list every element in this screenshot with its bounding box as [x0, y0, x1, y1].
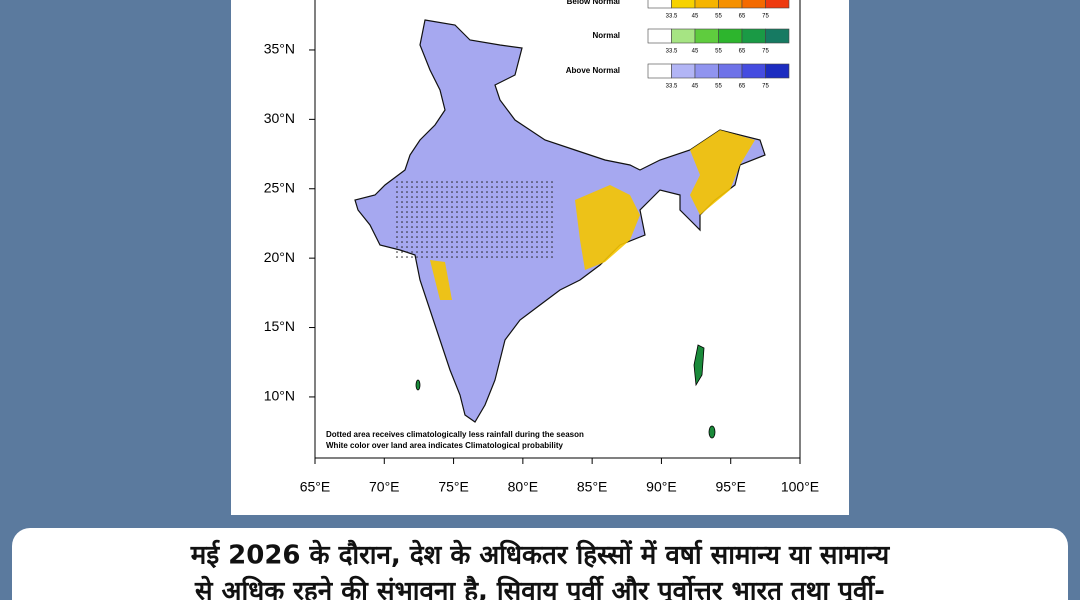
- dots: [395, 180, 555, 260]
- x-tick-label: 65°E: [300, 479, 331, 495]
- east-patch: [575, 185, 640, 270]
- legend-tick-label: 55: [715, 49, 722, 55]
- x-tick-label: 95°E: [715, 479, 746, 495]
- legend-swatch: [718, 0, 743, 9]
- nicobar: [708, 425, 716, 439]
- legend-swatch: [765, 0, 790, 9]
- legend-title: Normal: [592, 31, 620, 40]
- map-note: Dotted area receives climatologically le…: [326, 430, 584, 439]
- y-tick-label: 30°N: [264, 110, 295, 126]
- legend-swatch: [671, 28, 696, 44]
- legend-tick-label: 33.5: [666, 14, 678, 20]
- y-tick-label: 10°N: [264, 388, 295, 404]
- legend-swatch: [765, 63, 790, 79]
- legend-tick-label: 45: [692, 14, 699, 20]
- legend: Below Normal 33.5 45 55 65 75 Normal 33.5 45 55 65…: [566, 0, 790, 90]
- legend-swatch: [647, 28, 672, 44]
- legend-swatch: [765, 28, 790, 44]
- legend-swatch: [694, 28, 719, 44]
- legend-tick-label: 65: [739, 49, 746, 55]
- legend-swatch: [671, 63, 696, 79]
- caption-box: [12, 528, 1068, 600]
- x-tick-label: 85°E: [577, 479, 608, 495]
- legend-tick-label: 65: [739, 14, 746, 20]
- legend-tick-label: 55: [715, 14, 722, 20]
- legend-tick-label: 33.5: [666, 49, 678, 55]
- y-tick-label: 20°N: [264, 249, 295, 265]
- islands: [415, 344, 716, 439]
- legend-tick-label: 65: [739, 84, 746, 90]
- west-coast-patch: [430, 260, 452, 300]
- x-tick-label: 90°E: [646, 479, 677, 495]
- legend-swatch: [647, 0, 672, 9]
- legend-tick-label: 75: [762, 49, 769, 55]
- legend-swatch: [718, 63, 743, 79]
- map-note: White color over land area indicates Cli…: [326, 441, 563, 450]
- axes: 65°E 70°E 75°E 80°E 85°E 90°E 95°E 100°E 10°N 15°…: [264, 41, 819, 495]
- caption-line: मई 2026 के दौरान, देश के अधिकतर हिस्सों …: [190, 540, 890, 571]
- legend-swatch: [741, 63, 766, 79]
- india-land: [354, 19, 766, 423]
- legend-tick-label: 75: [762, 14, 769, 20]
- lakshadweep: [415, 379, 421, 391]
- legend-tick-label: 55: [715, 84, 722, 90]
- legend-swatch: [741, 28, 766, 44]
- legend-swatch: [694, 0, 719, 9]
- legend-title: Below Normal: [567, 0, 620, 6]
- legend-swatch: [718, 28, 743, 44]
- x-tick-label: 80°E: [508, 479, 539, 495]
- legend-swatch: [671, 0, 696, 9]
- map-frame: [314, 0, 801, 459]
- x-tick-label: 100°E: [781, 479, 819, 495]
- legend-swatch: [647, 63, 672, 79]
- legend-tick-label: 45: [692, 84, 699, 90]
- y-tick-label: 35°N: [264, 41, 295, 57]
- legend-swatch: [741, 0, 766, 9]
- andaman: [693, 344, 705, 387]
- x-tick-label: 70°E: [369, 479, 400, 495]
- y-tick-label: 25°N: [264, 179, 295, 195]
- caption-line: से अधिक रहने की संभावना है, सिवाय पूर्वी…: [194, 576, 885, 600]
- dotted-area: [395, 180, 555, 260]
- legend-title: Above Normal: [566, 66, 620, 75]
- x-tick-label: 75°E: [438, 479, 469, 495]
- legend-tick-label: 45: [692, 49, 699, 55]
- below-normal-areas: [430, 130, 755, 300]
- legend-swatch: [694, 63, 719, 79]
- northeast-patch: [690, 130, 755, 215]
- legend-tick-label: 33.5: [666, 84, 678, 90]
- y-tick-label: 15°N: [264, 318, 295, 334]
- legend-tick-label: 75: [762, 84, 769, 90]
